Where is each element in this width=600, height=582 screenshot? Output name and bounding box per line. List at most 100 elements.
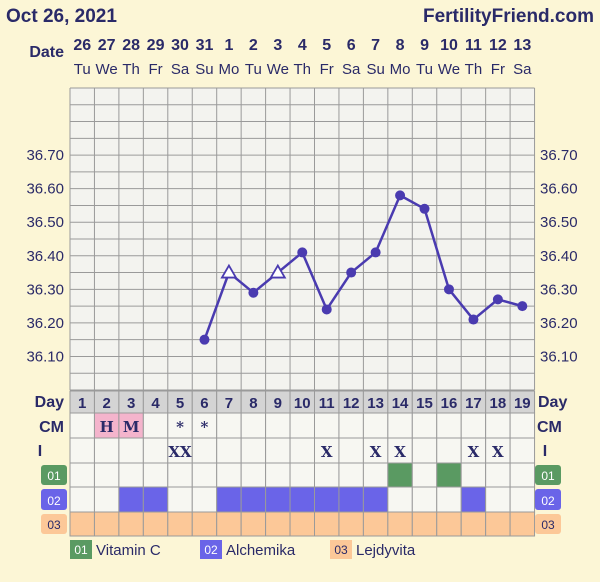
brand-logo-text: FertilityFriend.com	[423, 6, 594, 27]
y-tick-label: 36.70	[26, 147, 64, 164]
cm-cell	[436, 412, 462, 439]
day-number: 6	[200, 395, 208, 412]
supplement-cell	[362, 511, 389, 537]
supplement-cell	[167, 462, 193, 488]
supplement-cell	[338, 511, 364, 537]
supplement-code-right: 03	[541, 518, 555, 532]
weekday-label: We	[267, 61, 289, 78]
cm-cell	[362, 412, 389, 439]
supplement-cell	[460, 462, 487, 488]
supplement-cell	[485, 511, 511, 537]
date-label: 13	[513, 37, 531, 54]
supplement-code-right: 01	[541, 469, 555, 483]
supplement-cell	[93, 511, 120, 537]
date-label: 26	[73, 37, 91, 54]
supplement-cell	[411, 486, 438, 513]
intercourse-mark: X	[492, 443, 504, 461]
supplement-cell	[314, 462, 340, 488]
weekday-label: We	[438, 61, 460, 78]
y-tick-label: 36.10	[26, 348, 64, 365]
temperature-point	[419, 203, 430, 214]
weekday-label: Tu	[74, 61, 91, 78]
date-label: 3	[273, 37, 282, 54]
legend-code: 01	[74, 543, 88, 557]
supplement-cell	[387, 486, 413, 513]
weekday-label: Mo	[219, 61, 240, 78]
supplement-code-badge-right	[535, 489, 561, 510]
supplement-cell	[485, 486, 511, 513]
legend-code: 02	[204, 543, 218, 557]
supplement-cell	[289, 462, 315, 488]
supplement-cell	[509, 511, 536, 537]
day-number: 13	[367, 395, 384, 412]
intercourse-mark: X	[370, 443, 382, 461]
supplement-code-badge	[41, 489, 67, 510]
supplement-cell	[191, 462, 218, 488]
date-label: 11	[465, 37, 482, 54]
temperature-point-triangle	[220, 263, 238, 279]
temperature-line	[203, 194, 523, 341]
weekday-label: Th	[122, 61, 140, 78]
day-number: 7	[225, 395, 233, 412]
day-number: 9	[274, 395, 282, 412]
supplement-cell	[216, 486, 242, 513]
y-tick-label-right: 36.40	[540, 248, 578, 265]
y-tick-label-right: 36.20	[540, 315, 578, 332]
temperature-point	[468, 314, 479, 325]
cm-cell	[485, 412, 511, 439]
intercourse-cell	[93, 437, 120, 464]
supplement-cell	[167, 486, 193, 513]
y-tick-label-right: 36.70	[540, 147, 578, 164]
cm-mark: *	[201, 418, 209, 436]
legend-swatch	[70, 540, 92, 559]
cm-cell	[216, 412, 242, 439]
day-number: 17	[465, 395, 482, 412]
weekday-label: Su	[366, 61, 384, 78]
date-label: 7	[371, 37, 380, 54]
intercourse-mark: X	[394, 443, 406, 461]
cm-row-label-right: CM	[537, 419, 562, 436]
supplement-cell	[69, 511, 95, 537]
supplement-code: 03	[47, 518, 61, 532]
supplement-cell	[93, 486, 120, 513]
y-tick-label: 36.60	[26, 181, 64, 198]
date-label: 8	[396, 37, 405, 54]
day-number: 3	[127, 395, 135, 412]
supplement-cell	[69, 462, 95, 488]
weekday-label: Sa	[342, 61, 361, 78]
weekday-label: Sa	[513, 61, 532, 78]
supplement-cell	[118, 486, 144, 513]
temperature-point	[492, 294, 503, 305]
supplement-code-badge	[41, 514, 67, 534]
weekday-label: Fr	[320, 61, 334, 78]
day-number: 14	[392, 395, 409, 412]
supplement-cell	[240, 486, 267, 513]
temperature-point	[517, 301, 528, 312]
supplement-cell	[240, 462, 267, 488]
day-number: 10	[294, 395, 311, 412]
day-number: 5	[176, 395, 184, 412]
supplement-code-badge	[41, 465, 67, 485]
cm-mark: M	[123, 418, 140, 436]
supplement-cell	[191, 511, 218, 537]
weekday-label: We	[96, 61, 118, 78]
temperature-point	[297, 247, 308, 258]
legend-label: Alchemika	[226, 542, 296, 559]
supplement-cell	[485, 462, 511, 488]
supplement-cell	[338, 486, 364, 513]
intercourse-cell	[191, 437, 218, 464]
date-label: 1	[224, 37, 233, 54]
cm-cell	[265, 412, 291, 439]
date-row-label: Date	[29, 44, 64, 61]
date-label: 27	[98, 37, 116, 54]
weekday-label: Mo	[390, 61, 411, 78]
date-label: 5	[322, 37, 331, 54]
supplement-cell	[338, 462, 364, 488]
supplement-cell	[142, 486, 169, 513]
day-number: 11	[319, 395, 335, 412]
cm-cell	[142, 412, 169, 439]
supplement-cell	[265, 511, 291, 537]
supplement-cell	[436, 462, 462, 488]
intercourse-cell	[240, 437, 267, 464]
